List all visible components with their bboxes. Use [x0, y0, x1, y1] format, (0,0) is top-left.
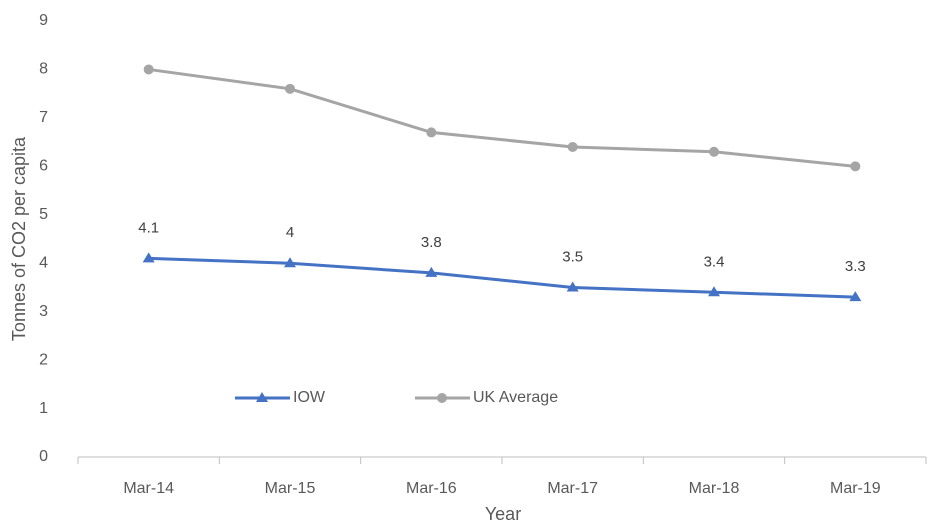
marker — [284, 257, 296, 268]
x-tick-label: Mar-19 — [830, 480, 881, 497]
x-tick-label: Mar-16 — [406, 480, 457, 497]
data-label: 4 — [286, 224, 294, 241]
x-tick-label: Mar-18 — [689, 480, 740, 497]
y-tick-label: 4 — [39, 254, 48, 271]
y-tick-label: 5 — [39, 206, 48, 223]
marker — [566, 281, 579, 292]
y-axis-title: Tonnes of CO2 per capita — [9, 136, 29, 341]
y-tick-label: 1 — [39, 400, 48, 417]
x-tick-label: Mar-17 — [547, 480, 598, 497]
y-tick-label: 2 — [39, 351, 48, 368]
y-tick-label: 3 — [39, 303, 48, 320]
y-tick-label: 6 — [39, 158, 48, 175]
legend-label: UK Average — [473, 389, 558, 406]
data-label: 3.8 — [421, 234, 442, 251]
y-tick-label: 7 — [39, 109, 48, 126]
marker — [850, 161, 861, 172]
x-tick-label: Mar-14 — [123, 480, 174, 497]
marker — [285, 83, 295, 94]
marker — [849, 291, 862, 302]
marker — [142, 252, 155, 263]
data-label: 3.5 — [562, 248, 583, 265]
x-axis-title: Year — [485, 504, 521, 524]
marker — [256, 392, 268, 402]
legend-label: IOW — [293, 389, 326, 406]
marker — [426, 127, 437, 138]
marker — [437, 393, 447, 403]
marker — [567, 141, 578, 152]
series-line — [148, 67, 856, 168]
marker — [708, 286, 720, 297]
y-tick-label: 9 — [39, 12, 48, 29]
marker — [143, 64, 154, 75]
x-tick-label: Mar-15 — [265, 480, 316, 497]
y-tick-label: 0 — [39, 448, 48, 465]
data-label: 4.1 — [138, 219, 159, 236]
marker — [425, 266, 438, 277]
data-label: 3.3 — [845, 258, 866, 275]
series-line — [148, 256, 856, 299]
data-label: 3.4 — [704, 253, 725, 270]
marker — [709, 146, 719, 157]
y-tick-label: 8 — [39, 61, 48, 78]
